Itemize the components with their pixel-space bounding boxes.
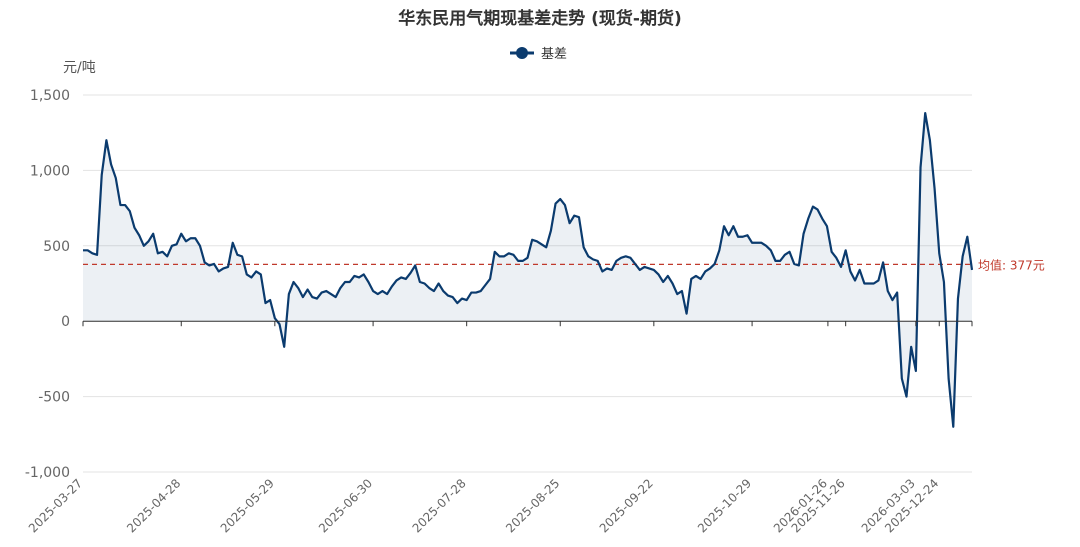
plot-area: 均值: 377元: [83, 112, 1045, 428]
series-line: [83, 112, 974, 428]
x-tick-label: 2025-08-25: [503, 476, 562, 535]
y-tick-label: 0: [61, 314, 70, 330]
series-area: [83, 113, 972, 427]
y-tick-label: -500: [38, 390, 70, 406]
y-axis-label: 元/吨: [63, 60, 96, 76]
x-tick-label: 2025-06-30: [316, 476, 375, 535]
y-tick-label: 1,500: [30, 88, 70, 104]
y-tick-label: 1,000: [30, 163, 70, 179]
x-tick-label: 2025-03-27: [26, 476, 85, 535]
y-ticks: -1,000 -500 0 500 1,000 1,500: [25, 88, 70, 481]
y-tick-label: -1,000: [25, 465, 70, 481]
y-tick-label: 500: [43, 239, 70, 255]
mean-line-label: 均值: 377元: [978, 257, 1045, 272]
x-tick-label: 2025-04-28: [124, 476, 183, 535]
legend-marker: [516, 47, 528, 59]
legend[interactable]: 基差: [510, 47, 567, 62]
legend-label: 基差: [541, 47, 567, 62]
x-tick-label: 2025-09-22: [597, 476, 656, 535]
x-tick-label: 2025-07-28: [410, 476, 469, 535]
x-ticks: 2025-03-27 2025-04-28 2025-05-29 2025-06-30…: [26, 320, 973, 535]
x-tick-label: 2025-10-29: [695, 476, 754, 535]
chart-title: 华东民用气期现基差走势 (现货-期货): [398, 8, 682, 29]
x-tick-label: 2025-05-29: [218, 476, 277, 535]
